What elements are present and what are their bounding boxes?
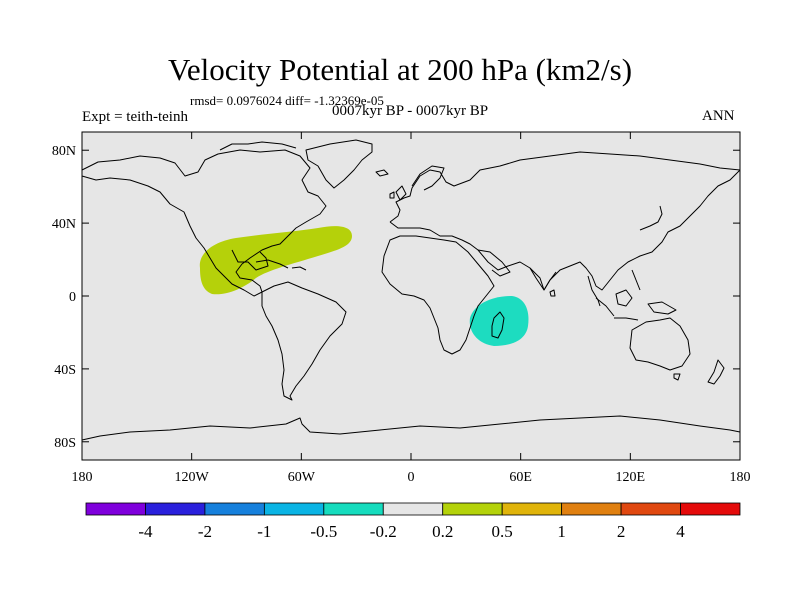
coast-canada-archipelago [219, 141, 297, 151]
colorbar-swatch [204, 502, 265, 516]
coast-north-america [81, 149, 327, 297]
stats-text: rmsd= 0.0976024 diff= -1.32369e-05 [190, 93, 384, 108]
colorbar-swatch [620, 502, 681, 516]
colorbar-swatch [680, 502, 741, 516]
coast-cuba [255, 259, 289, 269]
colorbar-swatch [145, 502, 206, 516]
coast-sri-lanka [549, 289, 556, 297]
coast-japan [639, 205, 663, 231]
coast-hispaniola [291, 266, 307, 271]
colorbar-swatch [263, 502, 325, 516]
coast-new-zealand [707, 359, 725, 385]
colorbar-label: 4 [676, 522, 685, 541]
colorbar-swatch [501, 502, 563, 516]
coastlines [81, 139, 741, 441]
colorbar-label: 1 [557, 522, 566, 541]
coast-south-america [261, 281, 347, 401]
lon-tick-label: 60W [288, 470, 316, 485]
coast-new-guinea [647, 301, 677, 315]
colorbar-label: 0.2 [432, 522, 453, 541]
colorbar-label: 2 [617, 522, 626, 541]
coast-eurasia [389, 151, 741, 291]
colorbar-swatch [323, 502, 384, 516]
colorbar-label: -1 [257, 522, 271, 541]
coast-madagascar [491, 311, 505, 339]
coast-arabia [477, 249, 511, 277]
lon-tick-label: 60E [509, 470, 532, 485]
season-label: ANN [702, 108, 735, 124]
lon-tick-label: 180 [72, 470, 93, 485]
coast-southeast-asia [587, 275, 601, 307]
coast-scandinavia [411, 165, 445, 191]
coast-australia [629, 317, 691, 371]
colorbar: -4 -2 -1 -0.5 -0.2 0.2 0.5 1 2 4 [85, 502, 741, 541]
lon-tick-label: 180 [730, 470, 751, 485]
colorbar-label: -0.5 [310, 522, 337, 541]
positive-anomaly-region [199, 226, 352, 295]
anomaly-layer [199, 226, 529, 346]
experiment-label: Expt = teith-teinh [82, 109, 188, 125]
lon-tick-label: 0 [408, 470, 415, 485]
lat-tick-label: 80N [52, 144, 76, 159]
colorbar-label: 0.5 [492, 522, 513, 541]
coast-india [529, 267, 557, 291]
period-label: 0007kyr BP - 0007kyr BP [331, 103, 489, 119]
coast-philippines [631, 269, 641, 291]
coast-greenland [305, 139, 373, 189]
colorbar-label: -4 [138, 522, 153, 541]
lon-tick-label: 120W [175, 470, 210, 485]
lat-tick-label: 40S [54, 363, 76, 378]
colorbar-label: -0.2 [370, 522, 397, 541]
coast-sumatra [595, 297, 615, 317]
colorbar-label: -2 [198, 522, 212, 541]
lat-tick-label: 40N [52, 217, 76, 232]
lon-tick-label: 120E [616, 470, 646, 485]
coast-antarctica [81, 415, 741, 441]
lat-tick-label: 80S [54, 436, 76, 451]
negative-anomaly-region [469, 296, 529, 346]
coast-iceland [375, 169, 389, 177]
colorbar-swatch [85, 502, 146, 516]
coast-borneo [615, 289, 633, 307]
coast-british-isles [389, 185, 407, 201]
colorbar-swatch [561, 502, 622, 516]
colorbar-swatch [382, 502, 444, 516]
colorbar-swatch [442, 502, 503, 516]
coast-gulf-of-mexico [231, 249, 269, 271]
lat-tick-label: 0 [69, 290, 76, 305]
coast-java [614, 317, 639, 321]
coast-africa [381, 235, 495, 355]
page-title: Velocity Potential at 200 hPa (km2/s) [167, 52, 633, 87]
map-axes: 80N 40N 0 40S 80S 180 120W 60W 0 60E 120E 180 [52, 132, 751, 485]
coast-tasmania [673, 373, 681, 381]
